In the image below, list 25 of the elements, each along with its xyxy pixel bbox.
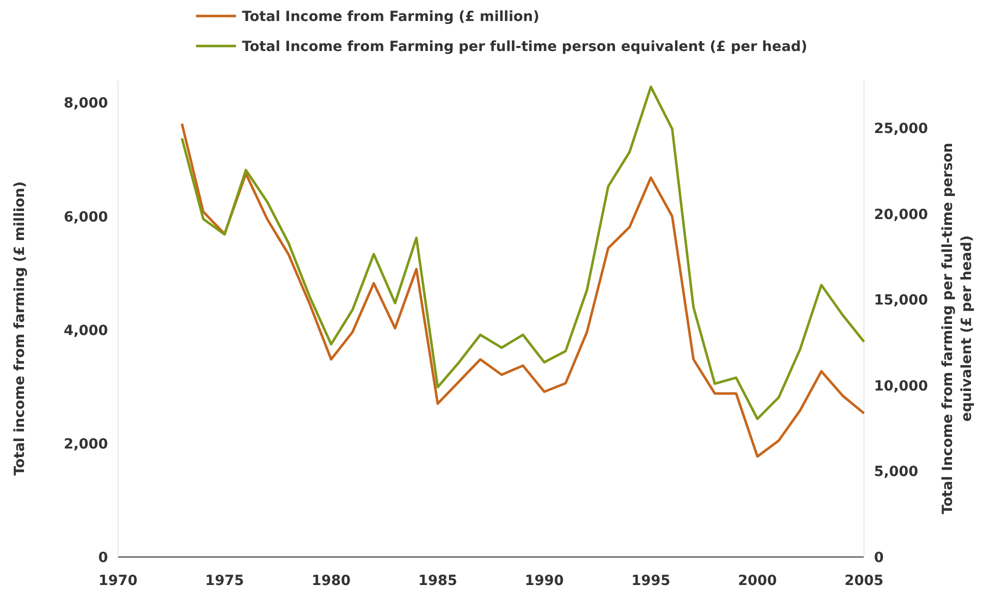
- y2-tick-label: 0: [874, 550, 884, 566]
- x-tick-label: 1975: [205, 573, 244, 589]
- x-tick-label: 1980: [312, 573, 351, 589]
- x-tick-label: 1985: [418, 573, 458, 589]
- x-tick-label: 1995: [631, 573, 670, 589]
- line-series: [180, 122, 866, 458]
- y-tick-label: 6,000: [64, 209, 108, 226]
- y2-tick-label: 20,000: [874, 206, 928, 223]
- y2-tick-label: 15,000: [874, 292, 928, 309]
- y2-tick-label: 25,000: [874, 121, 928, 138]
- y-tick-label: 2,000: [64, 436, 108, 452]
- y-axis-title: Total income from farming (£ million): [12, 181, 28, 476]
- x-tick-label: 2000: [738, 573, 778, 589]
- y2-tick-label: 5,000: [874, 464, 919, 480]
- legend-label: Total Income from Farming (£ million): [242, 9, 540, 25]
- x-tick-label: 2005: [844, 573, 884, 589]
- y-tick-label: 8,000: [64, 96, 108, 112]
- line-series: [180, 86, 866, 420]
- x-tick-label: 1970: [98, 573, 138, 589]
- y-tick-label: 0: [98, 550, 108, 566]
- legend-label: Total Income from Farming per full-time person equivalent (£ per head): [242, 39, 808, 55]
- y2-tick-label: 10,000: [874, 378, 928, 394]
- y-tick-label: 4,000: [64, 322, 108, 339]
- y2-axis-title: Total Income from farming per full-time person equivalent (£ per head): [940, 142, 975, 514]
- x-tick-label: 1990: [524, 573, 564, 589]
